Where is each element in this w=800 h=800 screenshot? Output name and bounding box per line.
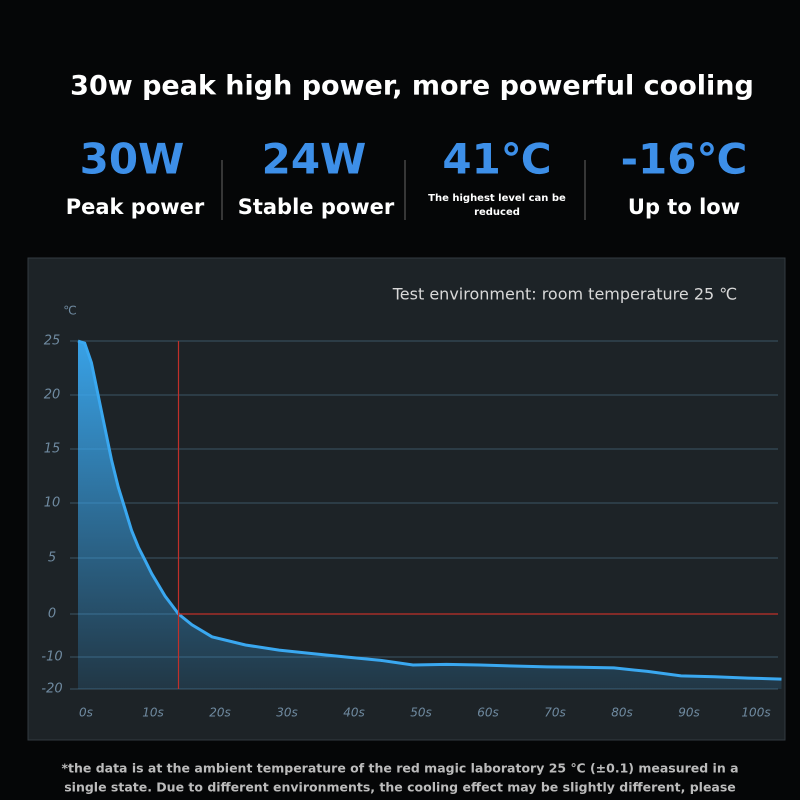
chart-annotation: Test environment: room temperature 25 ℃ xyxy=(392,285,738,304)
x-tick-label: 60s xyxy=(477,706,499,720)
stat-label: The highest level can be reduced xyxy=(428,193,566,218)
x-tick-label: 90s xyxy=(678,706,700,720)
x-tick-label: 30s xyxy=(276,706,298,720)
line xyxy=(77,339,782,681)
title: 30w peak high power, more powerful cooli… xyxy=(70,71,754,102)
stat-label: Peak power xyxy=(66,195,205,219)
x-tick-label: 100s xyxy=(741,706,770,720)
y-tick-label: 5 xyxy=(48,551,56,566)
footnote-line: single state. Due to different environme… xyxy=(64,780,736,795)
y-tick-label: -10 xyxy=(41,650,62,665)
stat-value: 24W xyxy=(262,135,367,184)
footnote-line: *the data is at the ambient temperature … xyxy=(61,761,738,776)
x-tick-label: 40s xyxy=(343,706,365,720)
stat-label-box: The highest level can be reduced xyxy=(428,193,566,218)
plot: 25 20 15 10 5 0 -10 -20 0s 10s 20s 30s 40s 50s 60s 70s 8… xyxy=(41,334,782,720)
y-tick-label: 0 xyxy=(48,607,56,622)
stat-label: Stable power xyxy=(238,195,395,219)
y-tick-label: 25 xyxy=(44,334,61,349)
x-tick-label: 20s xyxy=(209,706,231,720)
stat-value: 41℃ xyxy=(442,135,551,184)
stat-label: Up to low xyxy=(628,195,740,219)
area xyxy=(78,341,782,689)
y-tick-label: 20 xyxy=(44,388,61,403)
x-tick-label: 80s xyxy=(611,706,633,720)
x-tick-label: 50s xyxy=(410,706,432,720)
x-tick-label: 70s xyxy=(544,706,566,720)
x-tick-label: 0s xyxy=(79,706,93,720)
stat-value: 30W xyxy=(80,135,185,184)
y-tick-label: -20 xyxy=(41,682,62,697)
y-tick-label: 15 xyxy=(44,442,61,457)
y-tick-label: 10 xyxy=(44,496,61,511)
stat-value: -16℃ xyxy=(621,135,748,184)
stats: 30W Peak power 24W Stable power 41℃ The … xyxy=(66,135,748,220)
y-axis-label: ℃ xyxy=(63,304,76,318)
x-tick-label: 10s xyxy=(142,706,164,720)
